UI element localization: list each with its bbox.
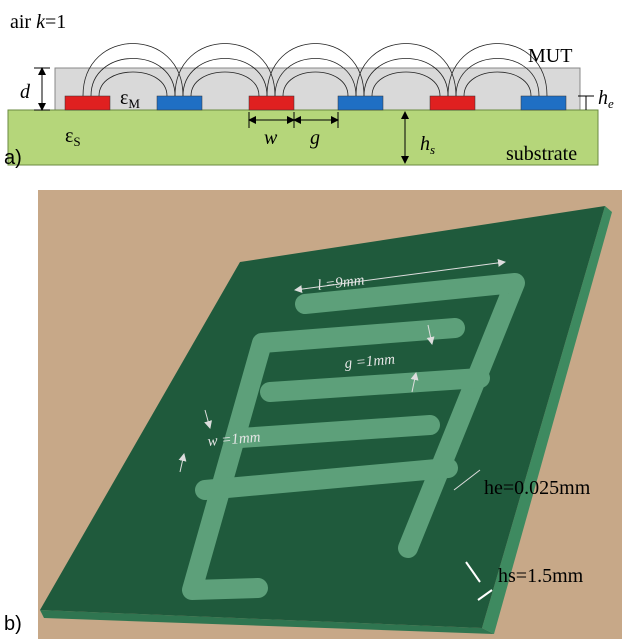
hs-label: hs=1.5mm [498, 565, 584, 587]
panel-b: l =9mm g =1mm w =1mm he=0.025mm hs=1.5mm… [4, 190, 622, 639]
he-label: he [598, 87, 614, 111]
he-label: he=0.025mm [484, 477, 591, 499]
d-label: d [20, 81, 31, 103]
substrate-label: substrate [506, 143, 577, 165]
electrode [338, 96, 383, 110]
electrode [249, 96, 294, 110]
air-label: air k=1 [10, 11, 66, 33]
panel-label: a) [4, 147, 22, 169]
electrode [430, 96, 475, 110]
figure: air k=1 MUT d εM he εS w g hs substrate … [0, 0, 622, 639]
panel-a: air k=1 MUT d εM he εS w g hs substrate … [4, 11, 614, 169]
w-label: w [264, 127, 278, 149]
g-label: g [310, 127, 320, 149]
panel-label: b) [4, 613, 22, 635]
electrode [65, 96, 110, 110]
electrode [157, 96, 202, 110]
mut-label: MUT [528, 45, 572, 67]
electrode [521, 96, 566, 110]
